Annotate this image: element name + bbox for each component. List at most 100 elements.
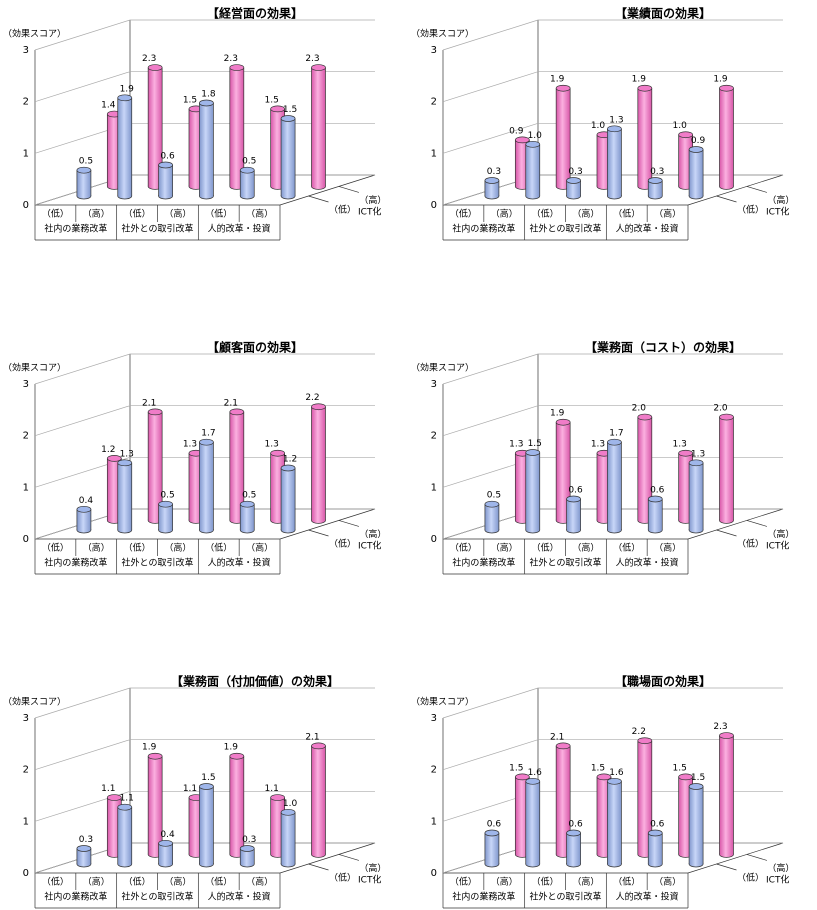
bar — [199, 783, 214, 868]
bar-body — [525, 144, 540, 196]
group-label: 社内の業務改革 — [452, 223, 515, 235]
data-label: 0.4 — [160, 830, 175, 840]
depth-tick — [308, 863, 329, 871]
y-tick-label: 0 — [431, 534, 437, 545]
x-tick-label: （高） — [572, 876, 599, 888]
bar-top — [637, 737, 653, 745]
group-label: 社外との取引改革 — [530, 891, 602, 903]
bar-top — [280, 115, 296, 122]
y-tick-label: 2 — [431, 431, 437, 442]
bar-side — [719, 735, 734, 855]
group-label: 人的改革・投資 — [616, 557, 679, 569]
bar-side — [117, 97, 133, 196]
bar-body — [117, 462, 132, 530]
bar-body — [607, 781, 622, 864]
bar-side — [311, 406, 326, 521]
bar-body — [648, 833, 663, 864]
bar-side — [158, 843, 173, 864]
bar-top — [678, 131, 693, 139]
bar — [117, 459, 133, 534]
legend-label: （高） — [359, 194, 386, 206]
depth-tick — [746, 854, 768, 861]
bar — [637, 84, 653, 190]
grid-line — [442, 122, 783, 154]
bar-side — [484, 180, 500, 196]
bar — [566, 829, 581, 868]
data-label: 1.6 — [609, 768, 624, 778]
bar-body — [525, 781, 540, 864]
y-tick-label: 1 — [23, 482, 29, 493]
bar-side — [647, 180, 663, 196]
bar-top — [239, 166, 255, 174]
bar — [484, 177, 500, 200]
depth-axis-label: ICT化 — [766, 206, 789, 218]
data-label: 2.3 — [713, 722, 727, 732]
data-label: 1.5 — [509, 763, 523, 773]
x-tick-label: （高） — [246, 542, 273, 554]
x-tick-label: （高） — [491, 542, 518, 554]
bar-body — [648, 180, 663, 196]
data-label: 1.9 — [120, 84, 135, 94]
bar-side — [647, 499, 663, 530]
bar-top — [555, 742, 571, 750]
x-tick-label: （低） — [613, 542, 640, 554]
bar — [525, 140, 541, 200]
x-tick-label: （低） — [42, 542, 69, 554]
data-label: 2.2 — [632, 727, 646, 737]
bar-body — [117, 807, 132, 864]
bar-top — [525, 777, 541, 785]
bar-top — [117, 459, 133, 467]
bar — [647, 177, 663, 200]
bar-top — [719, 84, 734, 92]
data-label: 0.6 — [568, 486, 583, 496]
group-label: 人的改革・投資 — [616, 223, 679, 235]
bar-body — [484, 504, 499, 530]
bar-top — [76, 166, 92, 174]
bar-body — [311, 406, 326, 521]
x-tick-label: （高） — [654, 208, 681, 220]
bar-top — [147, 408, 163, 416]
data-label: 1.0 — [528, 131, 543, 141]
grid-line — [442, 71, 783, 103]
depth-tick — [338, 520, 360, 527]
y-tick-label: 2 — [431, 97, 437, 108]
bar-body — [117, 97, 132, 196]
bar-top — [229, 64, 245, 71]
bar-top — [484, 829, 500, 837]
bar-side — [117, 462, 133, 530]
y-tick-label: 3 — [431, 713, 437, 724]
bar-top — [147, 64, 163, 71]
y-axis-label: （効果スコア） — [411, 28, 474, 40]
bar-side — [525, 144, 541, 196]
bar-side — [199, 786, 214, 864]
bar — [239, 845, 255, 868]
bar-body — [229, 756, 244, 855]
x-tick-label: （高） — [654, 876, 681, 888]
data-label: 0.3 — [242, 835, 256, 845]
data-label: 1.5 — [264, 95, 278, 105]
bar-top — [158, 500, 173, 508]
bar-side — [525, 452, 541, 530]
bar-top — [270, 449, 285, 457]
legend-label: （高） — [767, 194, 794, 206]
grid-line — [442, 353, 783, 385]
bar-body — [719, 88, 734, 187]
grid-line — [34, 739, 375, 771]
data-label: 1.3 — [264, 440, 278, 450]
bar-top — [607, 125, 622, 133]
group-label: 人的改革・投資 — [616, 891, 679, 903]
group-label: 人的改革・投資 — [208, 891, 271, 903]
depth-axis-label: ICT化 — [358, 874, 381, 886]
depth-axis-label: ICT化 — [358, 206, 381, 218]
data-label: 2.2 — [305, 393, 319, 403]
bar-top — [647, 177, 663, 184]
bar-top — [239, 845, 255, 852]
y-tick-label: 3 — [23, 45, 29, 56]
bar-side — [484, 504, 500, 530]
group-label: 社外との取引改革 — [530, 557, 602, 569]
depth-tick — [308, 195, 329, 203]
bar — [239, 166, 255, 200]
x-tick-label: （高） — [164, 208, 191, 220]
